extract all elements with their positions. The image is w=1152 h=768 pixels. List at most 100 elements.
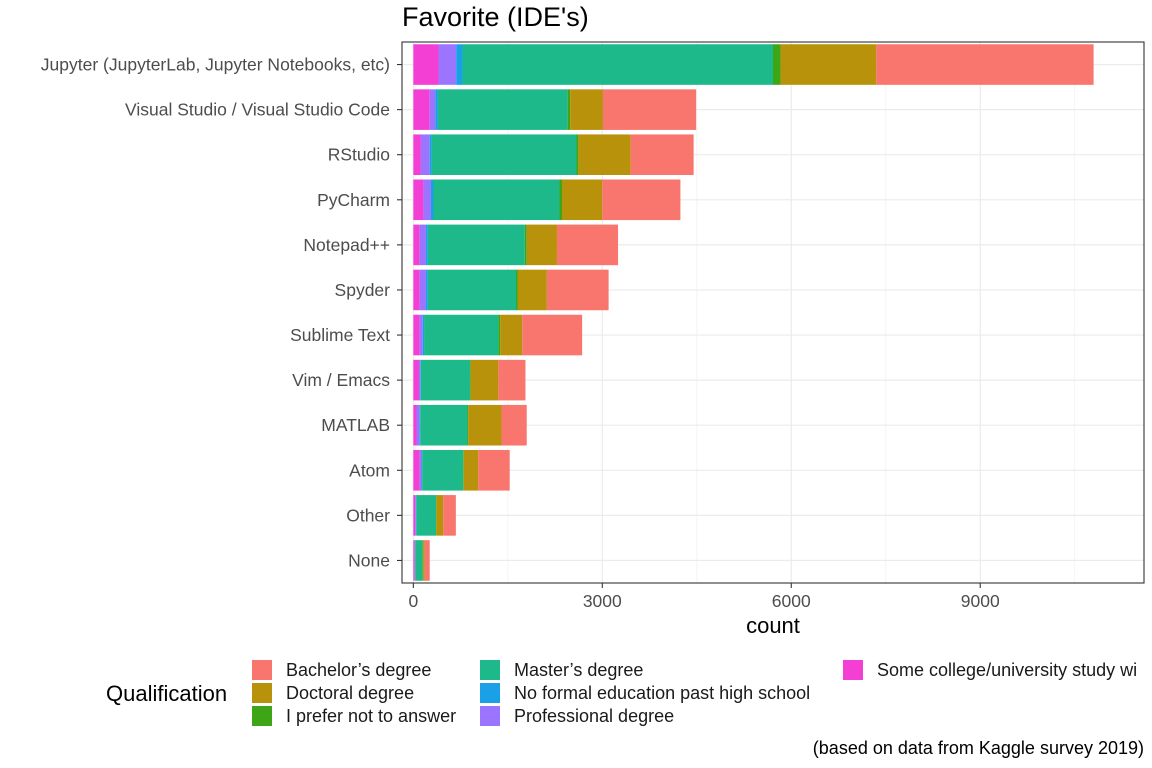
bar-segment	[430, 179, 434, 221]
bar-segment	[498, 314, 501, 356]
panel-background	[402, 42, 1144, 583]
bar-segment	[501, 404, 527, 446]
grid-lines	[402, 42, 1144, 583]
x-axis-title: count	[746, 613, 800, 638]
bar-segment	[423, 540, 425, 581]
bar-segment	[419, 269, 426, 311]
bar-segment	[413, 540, 415, 581]
bar-segment	[424, 314, 499, 356]
bar-segment	[478, 450, 510, 491]
x-tick-label: 3000	[583, 591, 622, 611]
bar-segment	[413, 134, 421, 175]
bar-segment	[500, 314, 523, 356]
bar-segment	[413, 314, 420, 356]
legend-item-some-college: Some college/university study wi	[843, 660, 1152, 683]
bars	[413, 44, 1094, 581]
bar-segment	[462, 44, 773, 85]
bar-segment	[413, 495, 416, 536]
bar-segment	[413, 44, 439, 85]
bar-segment	[419, 404, 421, 446]
bar-segment	[413, 404, 417, 446]
legend-key-some-college	[843, 660, 863, 680]
legend-label-prefer-not: I prefer not to answer	[286, 706, 457, 726]
legend-label-bachelors: Bachelor’s degree	[286, 660, 432, 680]
legend-key-prefer-not	[252, 706, 272, 726]
bar-segment	[427, 269, 517, 311]
bar-segment	[420, 134, 430, 175]
bar-segment	[773, 44, 781, 85]
bar-segment	[602, 179, 681, 221]
legend-key-masters	[480, 660, 500, 680]
legend-label-doctoral: Doctoral degree	[286, 683, 415, 703]
chart-title: Favorite (IDE's)	[402, 2, 589, 32]
bar-segment	[630, 134, 694, 175]
legend-title: Qualification	[106, 681, 228, 706]
bar-segment	[780, 44, 877, 85]
y-tick-label: Notepad++	[303, 235, 390, 255]
bar-segment	[463, 450, 479, 491]
y-tick-label: MATLAB	[321, 415, 390, 435]
bar-segment	[413, 89, 430, 130]
x-tick-label: 0	[408, 591, 418, 611]
bar-segment	[422, 314, 425, 356]
panel-border	[401, 41, 1145, 584]
bar-segment	[470, 359, 499, 401]
bar-segment	[429, 89, 436, 130]
bar-segment	[415, 495, 417, 536]
bar-segment	[431, 134, 577, 175]
bar-segment	[546, 269, 609, 311]
bar-segment	[429, 134, 432, 175]
legend-key-professional	[480, 706, 500, 726]
bar-segment	[517, 269, 547, 311]
legend-key-no-formal	[480, 683, 500, 703]
bar-segment	[436, 495, 444, 536]
bar-segment	[419, 450, 422, 491]
bar-segment	[415, 540, 423, 581]
legend-label-some-college: Some college/university study wi	[877, 660, 1138, 680]
chart-caption: (based on data from Kaggle survey 2019)	[812, 738, 1144, 758]
bar-segment	[576, 134, 579, 175]
bar-segment	[424, 540, 430, 581]
bar-segment	[602, 89, 697, 130]
legend-key-bachelors	[252, 660, 272, 680]
bar-segment	[413, 179, 424, 221]
bar-segment	[427, 224, 525, 266]
bar-segment	[413, 359, 420, 401]
bar-segment	[425, 269, 428, 311]
y-tick-label: Atom	[349, 460, 390, 480]
bar-segment	[423, 179, 431, 221]
bar-segment	[425, 224, 428, 266]
bar-segment	[420, 359, 421, 401]
bar-segment	[413, 224, 420, 266]
bar-segment	[433, 179, 560, 221]
bar-segment	[556, 224, 619, 266]
bar-segment	[468, 404, 502, 446]
y-tick-label: Sublime Text	[290, 325, 390, 345]
bar-segment	[522, 314, 583, 356]
bar-segment	[876, 44, 1094, 85]
bar-segment	[516, 269, 518, 311]
y-axis: Jupyter (JupyterLab, Jupyter Notebooks, …	[41, 55, 402, 570]
bar-segment	[524, 224, 527, 266]
bar-segment	[526, 224, 557, 266]
bar-segment	[456, 44, 463, 85]
bar-segment	[420, 404, 468, 446]
bar-segment	[470, 359, 471, 401]
bar-segment	[413, 269, 420, 311]
y-tick-label: Other	[346, 505, 390, 525]
bar-segment	[435, 89, 438, 130]
bar-segment	[561, 179, 603, 221]
bar-segment	[463, 450, 464, 491]
bar-segment	[422, 450, 464, 491]
y-tick-label: RStudio	[328, 145, 390, 165]
legend-label-no-formal: No formal education past high school	[514, 683, 811, 703]
y-tick-label: Vim / Emacs	[292, 370, 390, 390]
bar-segment	[419, 314, 423, 356]
bar-segment	[578, 134, 631, 175]
bar-segment	[419, 224, 426, 266]
bar-segment	[570, 89, 603, 130]
legend-label-professional: Professional degree	[514, 706, 675, 726]
bar-segment	[567, 89, 571, 130]
y-tick-label: PyCharm	[317, 190, 390, 210]
